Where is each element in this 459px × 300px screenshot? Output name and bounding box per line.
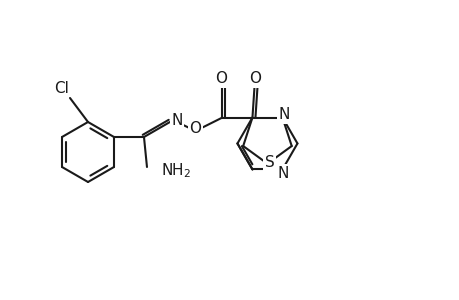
Text: O: O — [215, 71, 227, 86]
Text: NH$_2$: NH$_2$ — [161, 162, 191, 180]
Text: Cl: Cl — [55, 80, 69, 95]
Text: N: N — [171, 112, 182, 128]
Text: N: N — [278, 107, 290, 122]
Text: O: O — [189, 121, 201, 136]
Text: O: O — [249, 71, 261, 86]
Text: N: N — [277, 166, 289, 181]
Text: S: S — [264, 155, 274, 170]
